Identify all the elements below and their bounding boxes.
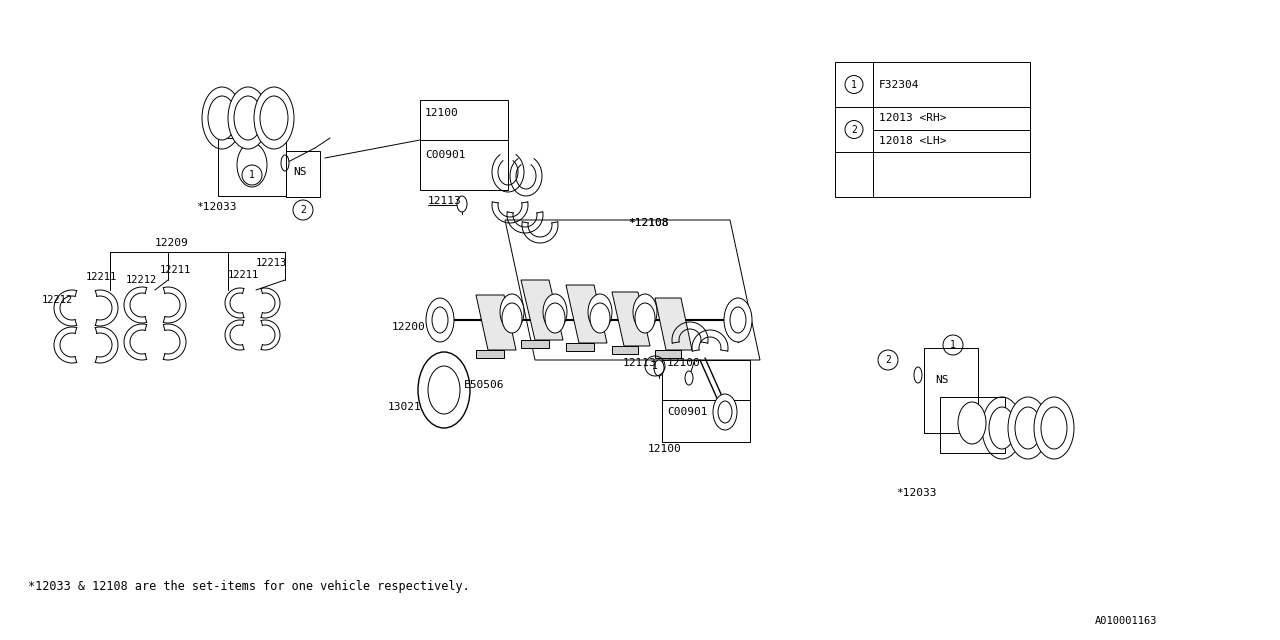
Text: 12100: 12100 [425, 108, 458, 118]
Bar [835, 62, 1030, 197]
Ellipse shape [713, 394, 737, 430]
Bar [218, 138, 285, 196]
Polygon shape [566, 343, 594, 351]
Polygon shape [612, 346, 637, 354]
Bar [285, 151, 320, 197]
Text: 12200: 12200 [392, 322, 426, 332]
Text: 12013 <RH>: 12013 <RH> [879, 113, 946, 124]
Ellipse shape [237, 143, 268, 187]
Ellipse shape [588, 294, 612, 330]
Text: 13021: 13021 [388, 402, 421, 412]
Text: 12211: 12211 [160, 265, 191, 275]
Text: 12212: 12212 [42, 295, 73, 305]
Ellipse shape [957, 402, 986, 444]
Polygon shape [655, 298, 692, 350]
Ellipse shape [433, 307, 448, 333]
Bar [662, 360, 750, 442]
Ellipse shape [260, 96, 288, 140]
Ellipse shape [500, 294, 524, 330]
Bar [924, 348, 978, 433]
Text: 12212: 12212 [125, 275, 157, 285]
Text: *12033: *12033 [196, 202, 237, 212]
Text: 1: 1 [950, 340, 956, 350]
Ellipse shape [502, 303, 522, 333]
Text: *12108: *12108 [628, 218, 668, 228]
Ellipse shape [545, 303, 564, 333]
Ellipse shape [914, 367, 922, 383]
Text: 12018 <LH>: 12018 <LH> [879, 136, 946, 146]
Polygon shape [476, 295, 516, 350]
Text: 1: 1 [250, 170, 255, 180]
Text: 2: 2 [300, 205, 306, 215]
Text: NS: NS [934, 375, 948, 385]
Text: *12033: *12033 [896, 488, 937, 498]
Text: C00901: C00901 [667, 407, 708, 417]
Text: 12211: 12211 [228, 270, 260, 280]
Polygon shape [612, 292, 650, 346]
Text: F32304: F32304 [879, 79, 919, 90]
Text: NS: NS [293, 167, 306, 177]
Polygon shape [521, 280, 563, 340]
Ellipse shape [685, 371, 692, 385]
Text: 12213: 12213 [256, 258, 287, 268]
Text: 1: 1 [652, 361, 658, 371]
Text: 12113: 12113 [428, 196, 462, 206]
Ellipse shape [1034, 397, 1074, 459]
Bar [940, 397, 1005, 453]
Ellipse shape [234, 96, 262, 140]
Text: 12209: 12209 [155, 238, 188, 248]
Ellipse shape [428, 366, 460, 414]
Ellipse shape [207, 96, 236, 140]
Text: 12113: 12113 [623, 358, 657, 368]
Ellipse shape [724, 298, 753, 342]
Text: 1: 1 [851, 79, 856, 90]
Bar [420, 100, 508, 190]
Ellipse shape [590, 303, 611, 333]
Ellipse shape [982, 397, 1021, 459]
Ellipse shape [419, 352, 470, 428]
Ellipse shape [202, 87, 242, 149]
Ellipse shape [1015, 407, 1041, 449]
Text: 12100: 12100 [648, 444, 682, 454]
Ellipse shape [426, 298, 454, 342]
Ellipse shape [989, 407, 1015, 449]
Ellipse shape [730, 307, 746, 333]
Text: 12100: 12100 [667, 358, 700, 368]
Text: A010001163: A010001163 [1094, 616, 1157, 626]
Ellipse shape [654, 360, 664, 376]
Ellipse shape [543, 294, 567, 330]
Text: 12211: 12211 [86, 272, 118, 282]
Ellipse shape [1009, 397, 1048, 459]
Polygon shape [566, 285, 607, 343]
Text: E50506: E50506 [465, 380, 504, 390]
Ellipse shape [282, 155, 289, 171]
Ellipse shape [1041, 407, 1068, 449]
Ellipse shape [718, 401, 732, 423]
Text: 2: 2 [851, 125, 856, 134]
Ellipse shape [228, 87, 268, 149]
Text: *12033 & 12108 are the set-items for one vehicle respectively.: *12033 & 12108 are the set-items for one… [28, 580, 470, 593]
Ellipse shape [635, 303, 655, 333]
Ellipse shape [634, 294, 657, 330]
Ellipse shape [457, 196, 467, 212]
Text: 2: 2 [884, 355, 891, 365]
Polygon shape [521, 340, 549, 348]
Polygon shape [476, 350, 504, 358]
Text: C00901: C00901 [425, 150, 466, 160]
Polygon shape [655, 350, 681, 358]
Text: *12108: *12108 [628, 218, 668, 228]
Ellipse shape [253, 87, 294, 149]
